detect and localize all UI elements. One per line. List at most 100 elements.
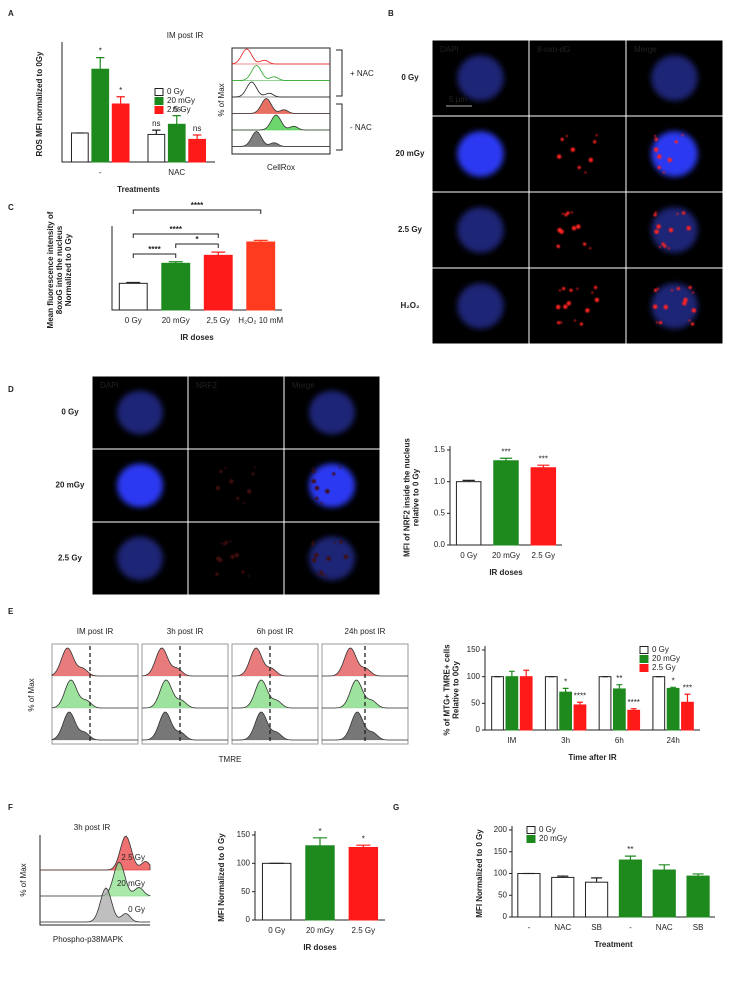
foci	[246, 489, 252, 494]
flow-frame	[51, 643, 139, 745]
significance: **	[616, 674, 622, 683]
error-bar	[692, 873, 704, 877]
channel-label: 8-oxo-dG	[537, 45, 570, 54]
histogram	[40, 861, 151, 897]
bar	[559, 691, 573, 731]
bar	[167, 123, 186, 163]
error-bar	[168, 261, 183, 264]
foci	[692, 291, 695, 294]
x-tick-label: 3h	[561, 736, 570, 745]
panel-label: B	[388, 9, 394, 18]
nucleus	[457, 131, 504, 177]
nucleus	[457, 207, 504, 253]
significance: ***	[501, 447, 510, 456]
foci	[312, 557, 317, 563]
foci	[688, 285, 692, 290]
x-tick-label: 20 mGy	[162, 316, 190, 325]
bar	[598, 676, 612, 731]
foci	[333, 542, 336, 545]
panel-label: F	[8, 803, 13, 812]
foci	[585, 308, 590, 313]
error-bar	[152, 129, 161, 135]
nucleus	[308, 463, 356, 508]
nucleus	[457, 283, 504, 329]
foci	[653, 213, 657, 217]
foci	[314, 553, 319, 558]
bar	[91, 68, 110, 163]
foci	[326, 556, 331, 561]
error-bar	[562, 687, 569, 693]
foci	[676, 212, 679, 215]
micrograph	[188, 376, 284, 449]
bar	[530, 467, 557, 546]
foci	[591, 291, 594, 294]
scale-bar-label: 5 µm	[449, 95, 467, 104]
sample-label: 20 mGy	[117, 879, 145, 888]
nucleus	[116, 536, 164, 581]
error-bar	[630, 708, 637, 711]
significance: *	[119, 86, 122, 95]
micrograph	[529, 116, 626, 192]
flow-xlabel: TMRE	[219, 755, 242, 764]
x-axis-label: Time after IR	[568, 753, 617, 762]
bar	[681, 701, 694, 731]
x-axis-label: Treatment	[594, 940, 633, 949]
nucleus	[308, 536, 356, 581]
flow-title: 24h post IR	[345, 627, 386, 636]
micrograph	[188, 449, 284, 522]
row-label: H₂O₂	[400, 301, 420, 310]
y-tick-label: 0	[503, 912, 508, 921]
nucleus	[651, 55, 698, 101]
foci	[658, 245, 661, 248]
x-tick-label: 2,5 Gy	[206, 316, 230, 325]
flow-ylabel: % of Max	[19, 863, 28, 896]
foci	[668, 227, 674, 233]
x-tick-label: 2.5 Gy	[352, 926, 376, 935]
channel-label: DAPI	[440, 45, 459, 54]
foci	[576, 224, 581, 229]
x-tick-label: SB	[591, 923, 602, 932]
histogram	[141, 679, 228, 709]
flow-title: 3h post IR	[74, 823, 111, 832]
foci	[577, 165, 581, 170]
flow-title: 6h post IR	[257, 627, 294, 636]
legend-swatch	[639, 655, 649, 663]
foci	[663, 304, 669, 310]
foci	[681, 211, 686, 215]
foci	[682, 301, 687, 306]
significance: **	[627, 845, 633, 854]
foci	[224, 540, 229, 544]
bar	[652, 676, 666, 731]
bar	[584, 881, 609, 918]
foci	[653, 304, 658, 309]
foci	[566, 301, 572, 306]
row-label: 2.5 Gy	[398, 225, 423, 234]
foci	[670, 289, 673, 292]
bar	[493, 460, 519, 546]
flow-title: IM post IR	[77, 627, 114, 636]
x-tick-label: 24h	[666, 736, 679, 745]
significance: ns	[152, 119, 160, 128]
foci	[230, 554, 235, 559]
foci	[570, 211, 573, 214]
bar	[612, 688, 626, 731]
micrograph	[529, 40, 626, 116]
micrograph	[529, 268, 626, 344]
significance: ns	[173, 105, 181, 114]
legend-label: 20 mGy	[539, 834, 567, 843]
error-bar	[658, 864, 670, 871]
error-bar	[499, 457, 513, 461]
histogram	[232, 131, 330, 147]
bar	[627, 709, 641, 731]
comparison-label: ****	[191, 201, 204, 210]
foci	[667, 157, 673, 163]
nucleus	[651, 131, 698, 177]
significance: ***	[683, 683, 692, 692]
legend-label: 0 Gy	[167, 87, 184, 96]
comparison-label: ****	[170, 225, 183, 234]
foci	[576, 287, 579, 290]
foci	[661, 242, 665, 246]
foci	[656, 224, 661, 229]
comparison-bracket	[132, 209, 262, 214]
significance: ****	[574, 691, 586, 700]
